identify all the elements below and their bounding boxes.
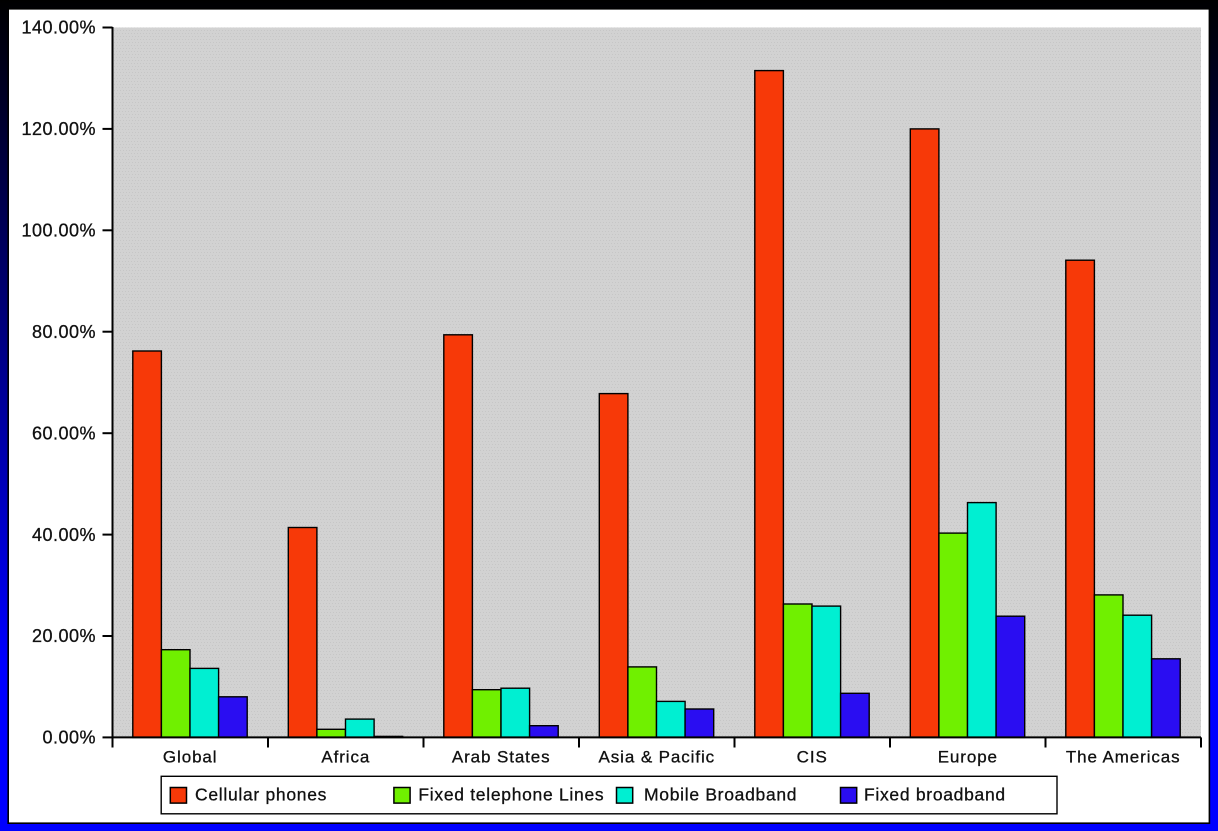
svg-text:Fixed telephone Lines: Fixed telephone Lines [418,785,604,805]
svg-text:Cellular phones: Cellular phones [195,785,327,805]
svg-text:Europe: Europe [938,748,998,767]
svg-text:80.00%: 80.00% [32,322,96,342]
svg-text:100.00%: 100.00% [21,221,96,241]
svg-text:140.00%: 140.00% [21,18,96,38]
svg-text:120.00%: 120.00% [21,119,96,139]
svg-text:Asia & Pacific: Asia & Pacific [599,748,716,767]
svg-text:20.00%: 20.00% [32,626,96,646]
svg-text:Fixed broadband: Fixed broadband [864,785,1006,805]
svg-text:0.00%: 0.00% [42,728,96,748]
svg-text:Arab States: Arab States [452,748,551,767]
svg-text:40.00%: 40.00% [32,525,96,545]
svg-text:Africa: Africa [321,748,370,767]
svg-text:60.00%: 60.00% [32,423,96,443]
svg-text:CIS: CIS [797,748,828,767]
svg-text:Mobile Broadband: Mobile Broadband [644,785,797,805]
svg-text:The Americas: The Americas [1066,748,1181,767]
svg-text:Global: Global [163,748,218,767]
